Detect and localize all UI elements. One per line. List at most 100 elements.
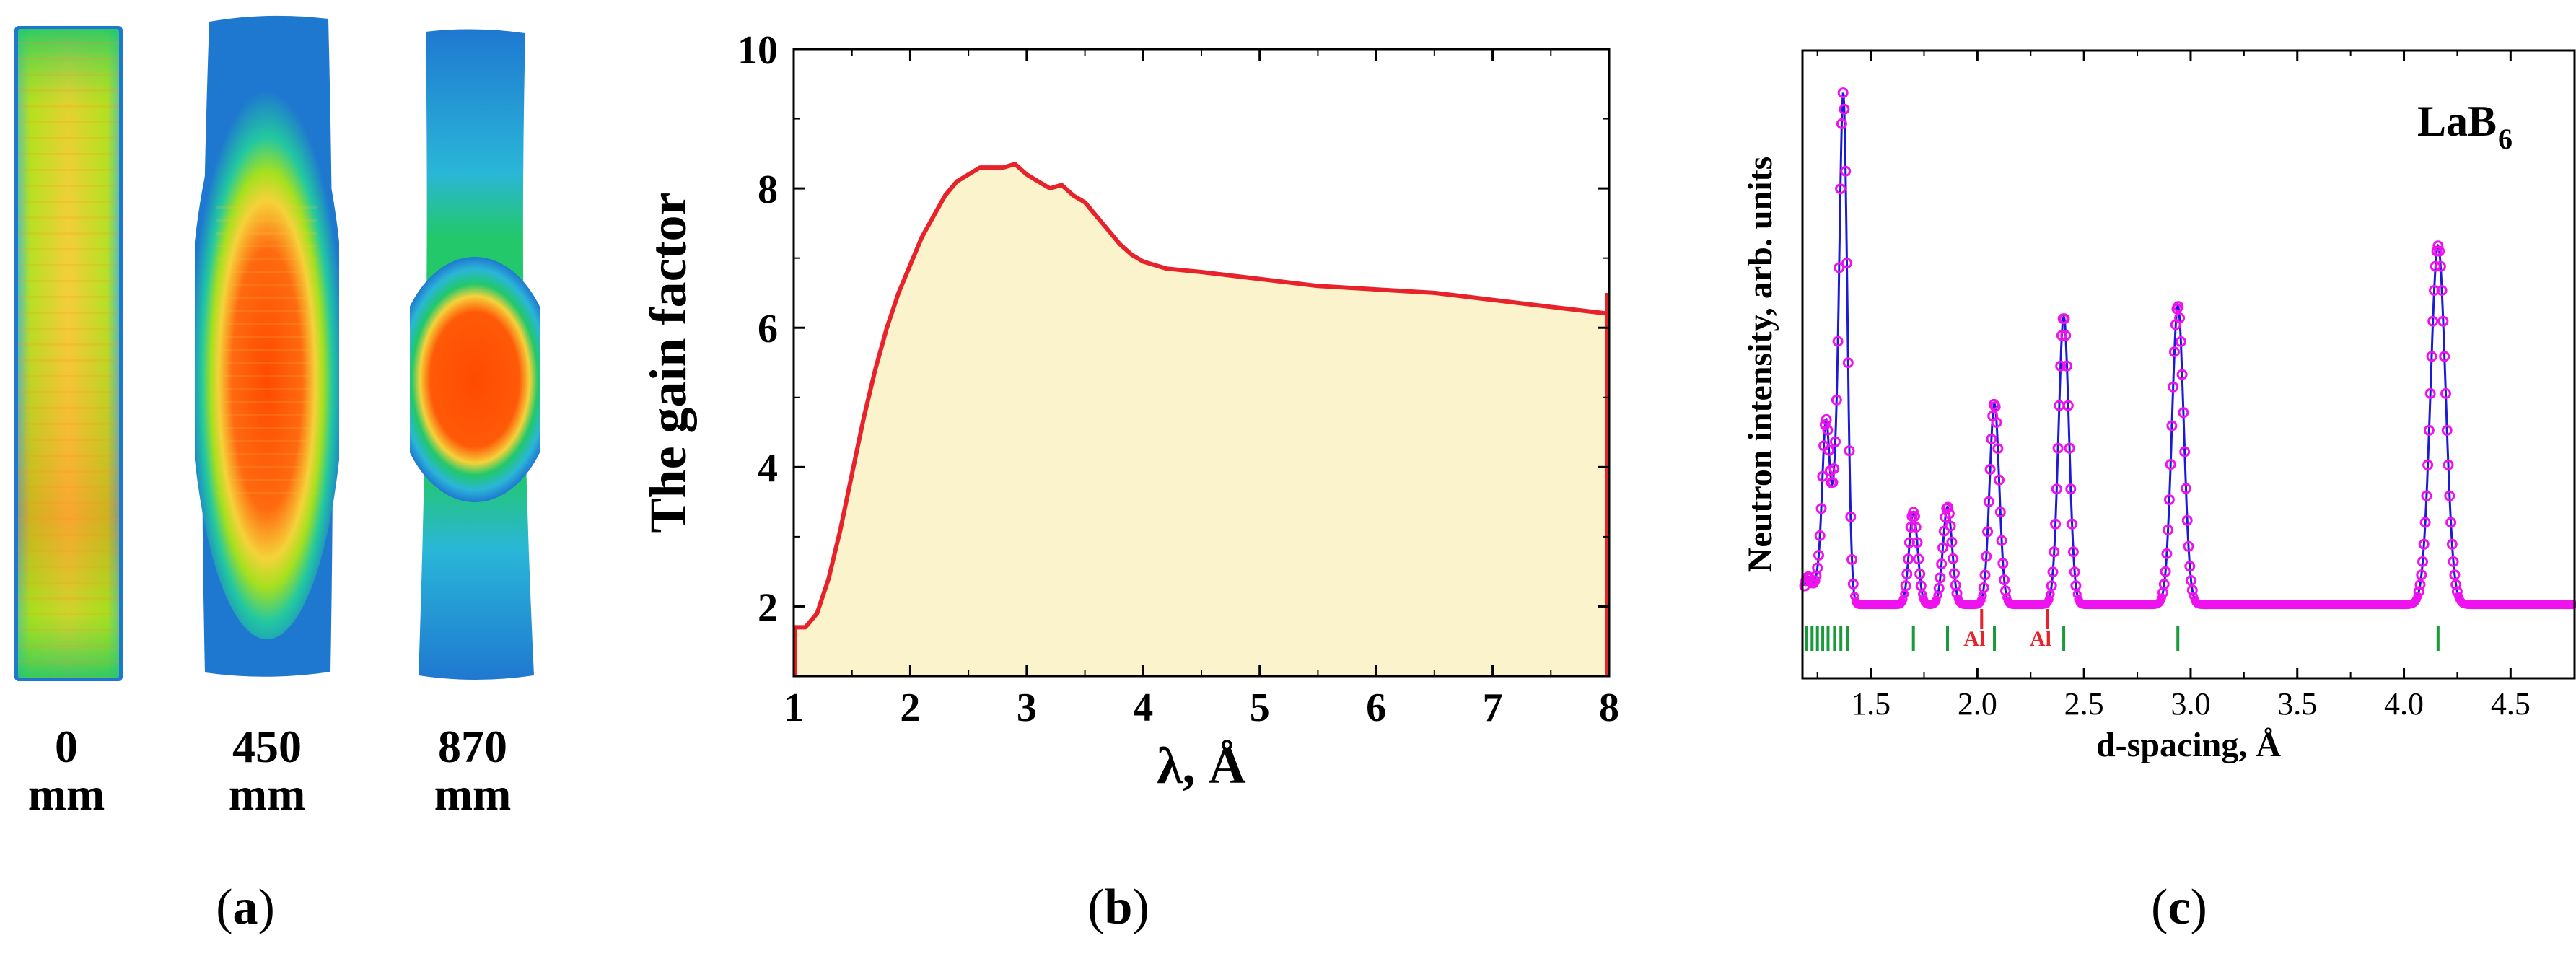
distance-unit: mm bbox=[27, 768, 105, 820]
al-label: Al bbox=[1963, 627, 1985, 651]
observed-point bbox=[1822, 424, 1834, 436]
observed-point bbox=[2449, 569, 2461, 581]
observed-point bbox=[1997, 558, 2009, 569]
panel-b: 1 2 3 4 5 6 7 8 2 4 6 8 10 λ, Å The gain factor (b) bbox=[621, 0, 1631, 964]
y-tick-label: 2 bbox=[758, 585, 778, 630]
observed-point bbox=[1938, 525, 1950, 537]
observed-point bbox=[1933, 582, 1945, 594]
observed-point bbox=[2178, 407, 2189, 419]
observed-point bbox=[1845, 511, 1857, 522]
observed-point bbox=[1942, 501, 1954, 513]
observed-point bbox=[2049, 546, 2060, 558]
observed-point bbox=[2046, 580, 2057, 592]
y-axis-label: Neutron intensity, arb. units bbox=[1741, 157, 1779, 573]
observed-point bbox=[1839, 103, 1850, 115]
observed-point bbox=[1943, 508, 1955, 520]
observed-point bbox=[2070, 580, 2082, 592]
observed-point bbox=[1979, 569, 1991, 581]
observed-point bbox=[2059, 313, 2070, 325]
observed-points bbox=[1799, 87, 2576, 610]
observed-point bbox=[1842, 357, 1854, 369]
observed-point bbox=[2413, 586, 2424, 597]
observed-point bbox=[2067, 546, 2079, 558]
observed-point bbox=[1937, 542, 1948, 553]
observed-point bbox=[1909, 511, 1920, 522]
compound-annotation: LaB bbox=[2417, 97, 2497, 145]
observed-point bbox=[1834, 262, 1845, 273]
panel-label-b: (b) bbox=[1087, 880, 1149, 935]
x-tick-label: 7 bbox=[1483, 685, 1503, 730]
observed-point bbox=[2173, 301, 2184, 312]
observed-point bbox=[1844, 445, 1855, 457]
distance-value: 870 bbox=[438, 721, 507, 772]
observed-point bbox=[1949, 568, 1960, 579]
observed-point bbox=[2414, 579, 2426, 590]
x-tick-label: 6 bbox=[1366, 685, 1386, 730]
observed-point bbox=[1837, 87, 1849, 99]
panel-letter: a bbox=[232, 880, 258, 935]
observed-point bbox=[1828, 463, 1840, 474]
distance-label-870: 870 mm bbox=[400, 723, 545, 818]
al-label: Al bbox=[2030, 627, 2051, 651]
observed-point bbox=[2451, 586, 2463, 597]
observed-point bbox=[1948, 553, 1959, 564]
observed-point bbox=[1809, 575, 1821, 587]
observed-point bbox=[2418, 538, 2430, 550]
observed-point bbox=[1981, 551, 1992, 562]
panel-letter: b bbox=[1104, 880, 1133, 935]
observed-point bbox=[2436, 285, 2448, 296]
observed-point bbox=[1996, 535, 2007, 546]
x-tick-label: 2.5 bbox=[2064, 686, 2104, 722]
x-axis-label: d-spacing, Å bbox=[2096, 726, 2281, 764]
observed-point bbox=[2157, 593, 2166, 602]
beam-profile-450mm bbox=[195, 15, 339, 677]
observed-point bbox=[1815, 503, 1827, 514]
observed-point bbox=[2434, 245, 2445, 257]
observed-point bbox=[1936, 558, 1948, 569]
observed-point bbox=[2060, 330, 2072, 341]
observed-point bbox=[2047, 566, 2059, 578]
observed-point bbox=[2046, 590, 2055, 599]
observed-point bbox=[2056, 330, 2067, 341]
observed-point bbox=[1812, 562, 1823, 574]
gain-area-fill bbox=[794, 164, 1609, 677]
panel-a: 0 mm 450 mm 870 mm (a) bbox=[0, 0, 548, 964]
observed-point bbox=[2160, 566, 2171, 577]
observed-point bbox=[1991, 417, 2002, 428]
observed-point bbox=[2183, 540, 2194, 552]
y-tick-label: 6 bbox=[758, 307, 778, 351]
observed-point bbox=[2052, 442, 2064, 454]
x-tick-label: 4.5 bbox=[2491, 686, 2531, 722]
observed-point bbox=[1832, 336, 1844, 347]
observed-point bbox=[2444, 490, 2455, 501]
observed-point bbox=[2158, 579, 2170, 590]
panel-label-c: (c) bbox=[2151, 880, 2207, 935]
observed-point bbox=[2430, 260, 2441, 272]
observed-point bbox=[2065, 483, 2077, 495]
observed-point bbox=[2181, 483, 2191, 494]
observed-point bbox=[1847, 578, 1859, 590]
observed-point bbox=[2163, 494, 2175, 506]
observed-point bbox=[2161, 548, 2173, 559]
observed-point bbox=[2422, 459, 2434, 470]
observed-point bbox=[2417, 556, 2428, 567]
observed-point bbox=[2179, 446, 2191, 457]
observed-point bbox=[2424, 387, 2436, 399]
observed-point bbox=[2181, 514, 2193, 526]
gain-factor-chart: 1 2 3 4 5 6 7 8 2 4 6 8 10 λ, Å The gain factor bbox=[639, 28, 1619, 794]
observed-point bbox=[2166, 420, 2178, 431]
observed-point bbox=[1983, 496, 1994, 507]
observed-point bbox=[1914, 569, 1926, 579]
beam-profile-870mm bbox=[410, 29, 540, 680]
panel-letter: c bbox=[2168, 880, 2191, 935]
observed-point bbox=[2421, 490, 2432, 501]
observed-point bbox=[2448, 556, 2459, 567]
panel-label-a: (a) bbox=[216, 880, 275, 935]
observed-point bbox=[1913, 553, 1924, 565]
observed-point bbox=[1935, 572, 1946, 584]
compound-annotation-subscript: 6 bbox=[2498, 123, 2513, 155]
observed-point bbox=[1841, 258, 1852, 269]
observed-point bbox=[2186, 575, 2196, 586]
observed-point bbox=[2423, 424, 2435, 436]
observed-point bbox=[2439, 351, 2450, 362]
